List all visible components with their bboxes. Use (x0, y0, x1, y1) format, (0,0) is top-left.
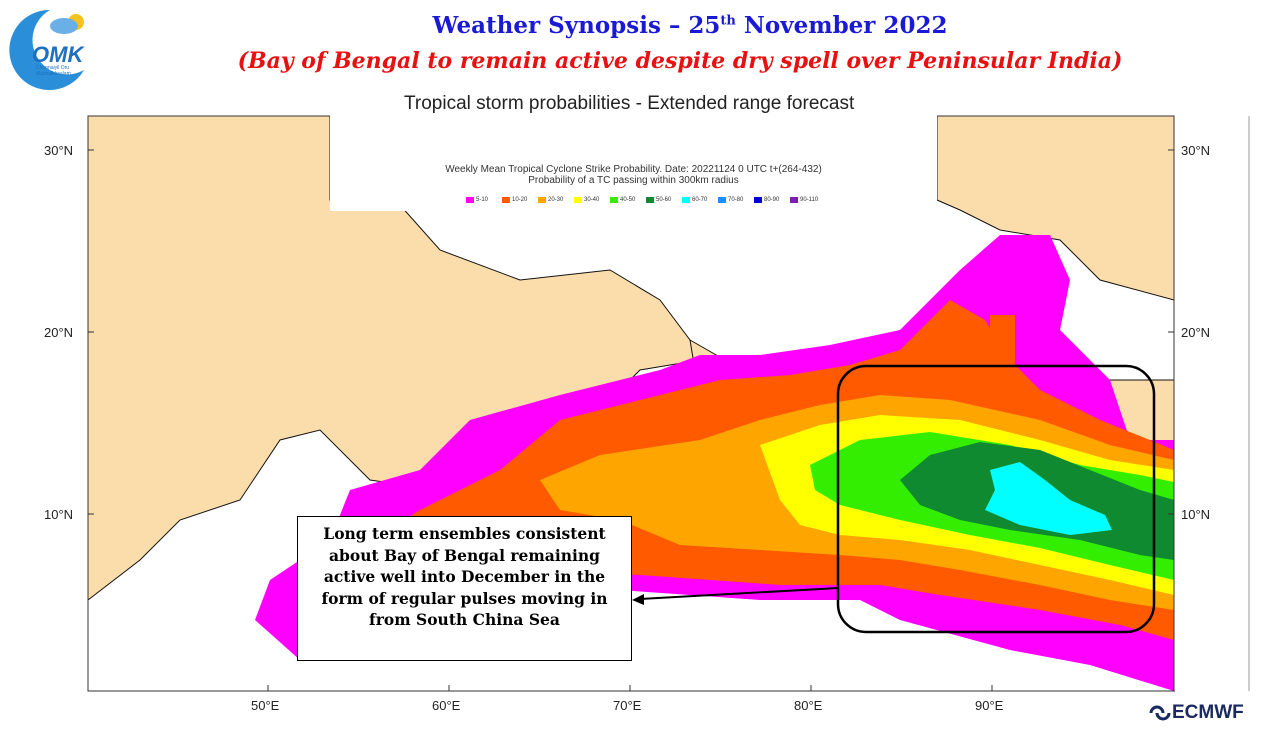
legend-label: 40-50 (620, 197, 636, 203)
lon-label: 60°E (432, 698, 461, 713)
color-legend: 5-10 10-20 20-30 30-40 40-50 50-60 60-70 70-80 8… (466, 194, 824, 206)
legend-item: 40-50 (610, 194, 644, 206)
lon-label: 80°E (794, 698, 823, 713)
legend-swatch (718, 197, 726, 203)
annotation-arrow (632, 587, 839, 605)
legend-label: 60-70 (692, 197, 708, 203)
legend-item: 50-60 (646, 194, 680, 206)
ecmwf-icon (1149, 705, 1171, 721)
legend-item: 20-30 (538, 194, 572, 206)
legend-label: 20-30 (548, 197, 564, 203)
lon-label: 70°E (613, 698, 642, 713)
lat-label-left: 20°N (44, 325, 74, 340)
legend-item: 80-90 (754, 194, 788, 206)
legend-label: 50-60 (656, 197, 672, 203)
legend-label: 90-110 (800, 197, 819, 203)
legend-swatch (610, 197, 618, 203)
strike-probability-title: Weekly Mean Tropical Cyclone Strike Prob… (330, 164, 937, 186)
legend-swatch (466, 197, 474, 203)
logo-tagline: Chennaiyil Oru Mazhaikkaalam (36, 65, 71, 77)
lat-label-left: 30°N (44, 143, 74, 158)
lon-label: 50°E (251, 698, 280, 713)
page-subtitle: (Bay of Bengal to remain active despite … (237, 48, 1123, 74)
ecmwf-text: ECMWF (1172, 702, 1244, 723)
legend-item: 5-10 (466, 194, 500, 206)
page-title-sup: th (720, 13, 736, 29)
legend-swatch (682, 197, 690, 203)
highlight-box (836, 364, 1156, 634)
legend-label: 30-40 (584, 197, 600, 203)
ecmwf-logo: ECMWF (1148, 702, 1244, 724)
lat-label-right: 30°N (1181, 143, 1211, 158)
legend-label: 10-20 (512, 197, 528, 203)
legend-item: 30-40 (574, 194, 608, 206)
forecast-panel (330, 88, 937, 211)
legend-item: 70-80 (718, 194, 752, 206)
legend-swatch (574, 197, 582, 203)
page-title-suffix: November 2022 (735, 12, 948, 39)
legend-swatch (502, 197, 510, 203)
omk-logo-graphic: OMK (9, 9, 85, 90)
grid-ticks (88, 149, 1174, 691)
legend-item: 60-70 (682, 194, 716, 206)
forecast-title: Tropical storm probabilities - Extended … (404, 93, 855, 114)
svg-text:OMK: OMK (32, 42, 85, 67)
legend-label: 5-10 (476, 197, 489, 203)
legend-item: 90-110 (790, 194, 824, 206)
page-title: Weather Synopsis – 25th November 2022 (110, 12, 1266, 39)
lat-label-right: 10°N (1181, 507, 1211, 522)
page-title-prefix: Weather Synopsis – 25 (432, 12, 721, 39)
omk-logo: OMK Chennaiyil Oru Mazhaikkaalam (4, 4, 96, 96)
lat-label-left: 10°N (44, 507, 74, 522)
annotation-box: Long term ensembles consistent about Bay… (297, 516, 632, 661)
lat-label-right: 20°N (1181, 325, 1211, 340)
legend-label: 80-90 (764, 197, 780, 203)
legend-swatch (538, 197, 546, 203)
legend-item: 10-20 (502, 194, 536, 206)
strike-title-line1: Weekly Mean Tropical Cyclone Strike Prob… (445, 164, 822, 175)
lon-label: 90°E (975, 698, 1004, 713)
legend-swatch (790, 197, 798, 203)
legend-swatch (646, 197, 654, 203)
strike-title-line2: Probability of a TC passing within 300km… (528, 175, 739, 186)
legend-swatch (754, 197, 762, 203)
legend-label: 70-80 (728, 197, 744, 203)
